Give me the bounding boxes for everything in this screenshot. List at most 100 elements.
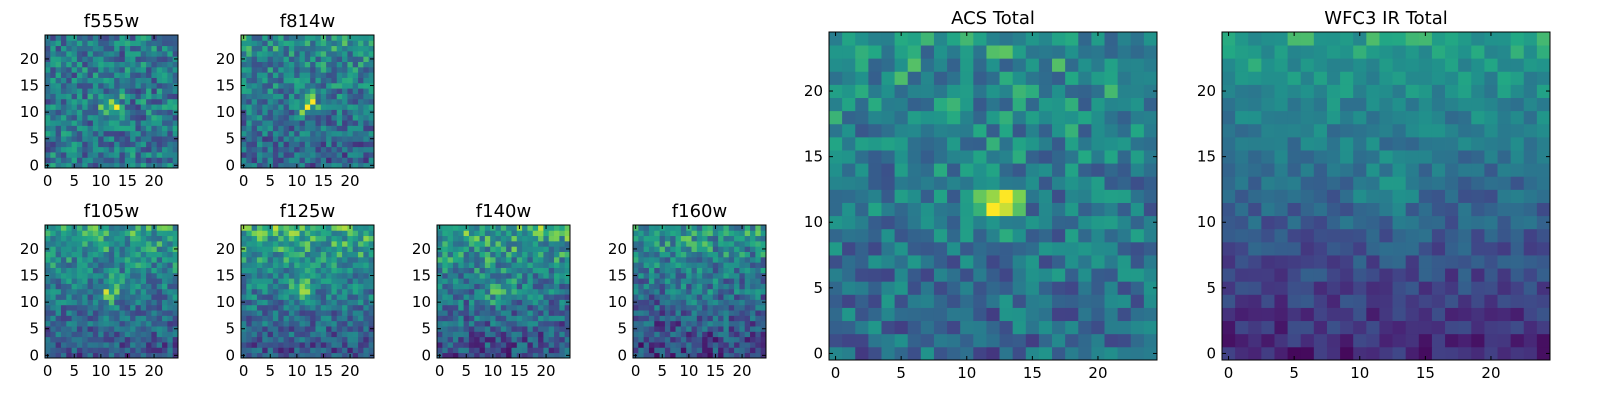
- heatmap-cell: [336, 230, 343, 237]
- heatmap-cell: [1078, 176, 1092, 190]
- heatmap-cell: [156, 347, 163, 354]
- heatmap-cell: [1458, 333, 1472, 348]
- heatmap-cell: [135, 342, 142, 348]
- heatmap-cell: [299, 125, 306, 132]
- heatmap-cell: [1038, 255, 1053, 269]
- heatmap-cell: [907, 32, 922, 46]
- heatmap-cell: [522, 262, 528, 268]
- heatmap-cell: [960, 255, 974, 269]
- heatmap-cell: [1287, 215, 1302, 230]
- heatmap-cell: [130, 141, 136, 148]
- heatmap-cell: [342, 235, 348, 242]
- heatmap-cell: [702, 342, 708, 348]
- y-tick-label: 5: [29, 130, 39, 148]
- heatmap-cell: [272, 299, 279, 306]
- heatmap-cell: [680, 251, 687, 258]
- heatmap-cell: [1117, 32, 1132, 46]
- heatmap-cell: [124, 88, 131, 94]
- heatmap-cell: [278, 104, 284, 110]
- heatmap-cell: [251, 299, 258, 306]
- heatmap-cell: [1471, 307, 1485, 322]
- heatmap-cell: [1222, 189, 1236, 203]
- heatmap-cell: [755, 246, 762, 252]
- heatmap-cell: [680, 347, 687, 354]
- heatmap-cell: [559, 331, 566, 338]
- heatmap-cell: [124, 320, 131, 327]
- heatmap-cell: [55, 304, 62, 311]
- heatmap-cell: [140, 125, 147, 132]
- heatmap-cell: [87, 98, 94, 105]
- heatmap-cell: [66, 125, 72, 132]
- heatmap-cell: [1379, 163, 1393, 177]
- heatmap-cell: [1326, 163, 1341, 177]
- heatmap-cell: [633, 288, 639, 295]
- heatmap-cell: [135, 294, 142, 300]
- heatmap-cell: [516, 315, 523, 322]
- heatmap-cell: [452, 235, 459, 242]
- heatmap-cell: [66, 146, 72, 153]
- heatmap-cell: [278, 98, 284, 105]
- heatmap-cell: [1458, 294, 1472, 308]
- heatmap-cell: [1326, 150, 1341, 164]
- heatmap-cell: [336, 352, 343, 359]
- heatmap-cell: [986, 320, 1000, 335]
- plot-frame: [240, 224, 375, 359]
- heatmap-cell: [458, 283, 464, 290]
- heatmap-cell: [358, 40, 364, 47]
- heatmap-cell: [1104, 176, 1119, 190]
- heatmap-cell: [336, 240, 343, 247]
- heatmap-cell: [246, 342, 253, 348]
- heatmap-cell: [659, 294, 666, 300]
- heatmap-cell: [1012, 163, 1027, 177]
- heatmap-cell: [522, 251, 528, 258]
- heatmap-cell: [272, 342, 279, 348]
- heatmap-cell: [294, 50, 300, 57]
- heatmap-cell: [140, 310, 147, 316]
- heatmap-cell: [358, 66, 364, 73]
- heatmap-cell: [151, 130, 158, 137]
- heatmap-cell: [855, 281, 869, 295]
- heatmap-cell: [750, 278, 756, 284]
- heatmap-cell: [1235, 215, 1249, 230]
- heatmap-cell: [87, 294, 94, 300]
- heatmap-cell: [76, 56, 83, 62]
- heatmap-cell: [135, 104, 142, 110]
- heatmap-cell: [1405, 320, 1420, 335]
- heatmap-cell: [474, 262, 480, 268]
- heatmap-cell: [124, 235, 131, 242]
- heatmap-cell: [162, 136, 168, 142]
- heatmap-cell: [66, 72, 72, 78]
- heatmap-cell: [675, 352, 682, 359]
- heatmap-cell: [119, 77, 126, 84]
- heatmap-cell: [241, 152, 247, 158]
- heatmap-cell: [1445, 281, 1459, 295]
- heatmap-cell: [686, 326, 692, 332]
- heatmap-cell: [108, 283, 115, 290]
- heatmap-cell: [739, 240, 746, 247]
- heatmap-cell: [146, 77, 152, 84]
- heatmap-cell: [659, 278, 666, 284]
- heatmap-cell: [368, 104, 375, 110]
- heatmap-cell: [1313, 281, 1328, 295]
- heatmap-cell: [1104, 215, 1119, 230]
- heatmap-cell: [320, 40, 327, 47]
- heatmap-cell: [135, 93, 142, 100]
- heatmap-cell: [437, 251, 443, 258]
- heatmap-cell: [288, 125, 295, 132]
- heatmap-cell: [278, 256, 284, 263]
- heatmap-cell: [272, 315, 279, 322]
- heatmap-cell: [1012, 84, 1027, 98]
- heatmap-cell: [718, 278, 724, 284]
- heatmap-cell: [1012, 58, 1027, 72]
- heatmap-cell: [288, 320, 295, 327]
- heatmap-cell: [167, 152, 174, 158]
- heatmap-cell: [1405, 189, 1420, 203]
- heatmap-cell: [162, 40, 168, 47]
- heatmap-cell: [352, 347, 359, 354]
- heatmap-cell: [320, 304, 327, 311]
- heatmap-cell: [1130, 333, 1145, 348]
- heatmap-cell: [87, 162, 94, 169]
- heatmap-cell: [358, 56, 364, 62]
- heatmap-cell: [363, 267, 370, 274]
